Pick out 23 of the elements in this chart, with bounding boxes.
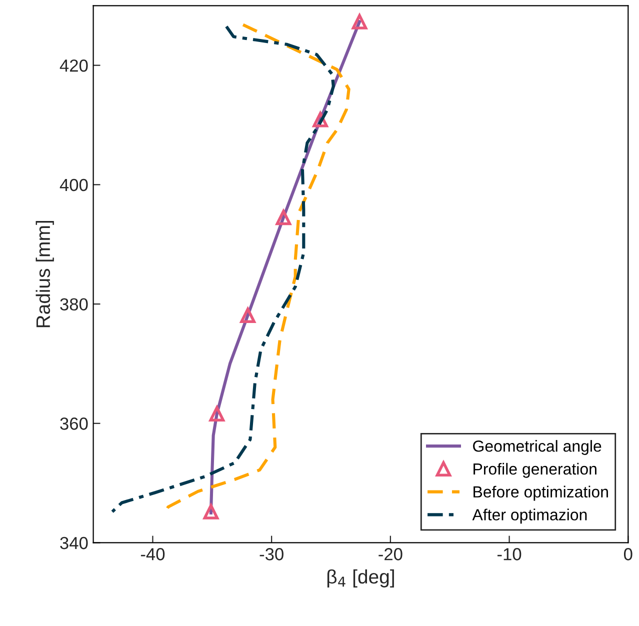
y-tick-label: 420 [60,59,88,72]
x-tick-label: -30 [260,548,284,560]
x-tick-label: -40 [140,548,165,560]
x-axis-title: β$_{4}$ [deg] [327,569,394,588]
x-tick-label: -10 [498,548,522,560]
y-tick-label: 400 [60,178,88,192]
x-tick-label: 0 [624,548,632,560]
point [276,210,292,226]
point [209,406,225,422]
legend-label: Geometrical angle [473,440,602,455]
point [203,504,219,520]
y-axis-title: Radius [mm] [36,221,54,328]
legend-label: After optimazion [472,508,587,524]
x-tick-label: -20 [378,548,402,560]
y-tick-label: 340 [60,536,88,550]
y-tick-label: 380 [60,298,88,310]
legend-label: Before optimization [474,486,608,501]
point [312,112,328,128]
point [240,308,256,324]
point [352,14,368,30]
legend-label: Profile generation [474,462,596,478]
line-series [110,24,335,514]
y-tick-label: 360 [60,418,88,430]
